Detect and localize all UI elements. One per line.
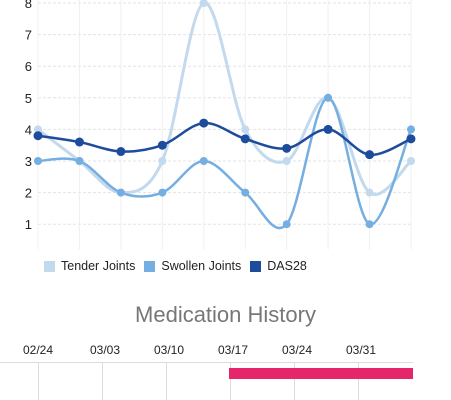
timeline-date-label: 03/24 [281, 343, 313, 357]
data-point-swollen-joints[interactable] [116, 188, 125, 197]
chart-gridlines [37, 0, 412, 250]
series-line-das28 [37, 121, 412, 156]
timeline-date-label: 03/03 [89, 343, 121, 357]
data-point-tender-joints[interactable] [407, 157, 415, 165]
series-line-swollen-joints [37, 96, 413, 230]
y-tick-label: 8 [25, 0, 32, 11]
data-point-tender-joints[interactable] [199, 0, 208, 7]
timeline-gridline [294, 362, 295, 400]
medication-history-title: Medication History [135, 302, 316, 327]
legend-item-tender-joints[interactable]: Tender Joints [44, 259, 135, 273]
legend-swatch [250, 260, 262, 272]
timeline-gridline [230, 362, 231, 400]
legend-label: Tender Joints [61, 259, 136, 273]
y-tick-label: 1 [25, 217, 32, 232]
y-tick-label: 3 [25, 154, 32, 169]
data-point-das28[interactable] [199, 118, 209, 128]
y-tick-label: 5 [25, 91, 32, 106]
data-point-swollen-joints[interactable] [75, 157, 84, 165]
timeline-gridline [102, 362, 103, 400]
timeline-gridline [38, 362, 39, 400]
joint-chart: 1 2 3 4 5 6 7 8 [25, 0, 416, 250]
data-point-das28[interactable] [116, 147, 126, 157]
data-point-swollen-joints[interactable] [199, 157, 208, 165]
data-point-swollen-joints[interactable] [407, 125, 415, 134]
data-point-das28[interactable] [240, 134, 250, 144]
data-point-swollen-joints[interactable] [241, 188, 250, 197]
timeline-baseline [0, 362, 413, 363]
legend-item-das28[interactable]: DAS28 [250, 259, 307, 273]
timeline-date-label: 02/24 [22, 343, 54, 357]
legend-label: Swollen Joints [161, 259, 242, 273]
data-point-das28[interactable] [365, 150, 375, 160]
chart-points [33, 0, 416, 229]
legend-label: DAS28 [267, 259, 307, 273]
timeline-gridline [358, 362, 359, 400]
chart-legend: Tender Joints Swollen Joints DAS28 [44, 259, 316, 273]
chart-series [37, 1, 413, 230]
series-line-tender-joints [37, 1, 413, 196]
timeline-date-label: 03/31 [345, 343, 377, 357]
data-point-das28[interactable] [282, 143, 292, 153]
data-point-das28[interactable] [33, 131, 43, 141]
data-point-swollen-joints[interactable] [34, 157, 42, 165]
data-point-swollen-joints[interactable] [158, 188, 167, 197]
y-axis-ticks: 1 2 3 4 5 6 7 8 [25, 0, 32, 232]
timeline-date-label: 03/17 [217, 343, 249, 357]
data-point-das28[interactable] [406, 134, 416, 144]
data-point-swollen-joints[interactable] [324, 93, 333, 102]
timeline-gridline [166, 362, 167, 400]
data-point-das28[interactable] [74, 137, 84, 147]
medication-timeline: 02/24 03/03 03/10 03/17 03/24 03/31 [0, 338, 451, 400]
data-point-tender-joints[interactable] [34, 125, 42, 134]
data-point-tender-joints[interactable] [282, 157, 291, 165]
data-point-tender-joints[interactable] [158, 157, 167, 165]
data-point-swollen-joints[interactable] [365, 220, 374, 229]
data-point-das28[interactable] [157, 140, 167, 150]
data-point-das28[interactable] [323, 124, 333, 134]
medication-bar[interactable] [229, 368, 413, 379]
legend-swatch [44, 260, 55, 272]
data-point-tender-joints[interactable] [365, 188, 374, 197]
data-point-swollen-joints[interactable] [282, 220, 291, 229]
legend-item-swollen-joints[interactable]: Swollen Joints [144, 259, 241, 273]
timeline-date-label: 03/10 [153, 343, 185, 357]
y-tick-label: 2 [25, 186, 32, 201]
legend-swatch [144, 260, 156, 272]
y-tick-label: 7 [25, 28, 32, 43]
y-tick-label: 4 [25, 122, 32, 137]
data-point-tender-joints[interactable] [241, 125, 250, 134]
y-tick-label: 6 [25, 59, 32, 74]
